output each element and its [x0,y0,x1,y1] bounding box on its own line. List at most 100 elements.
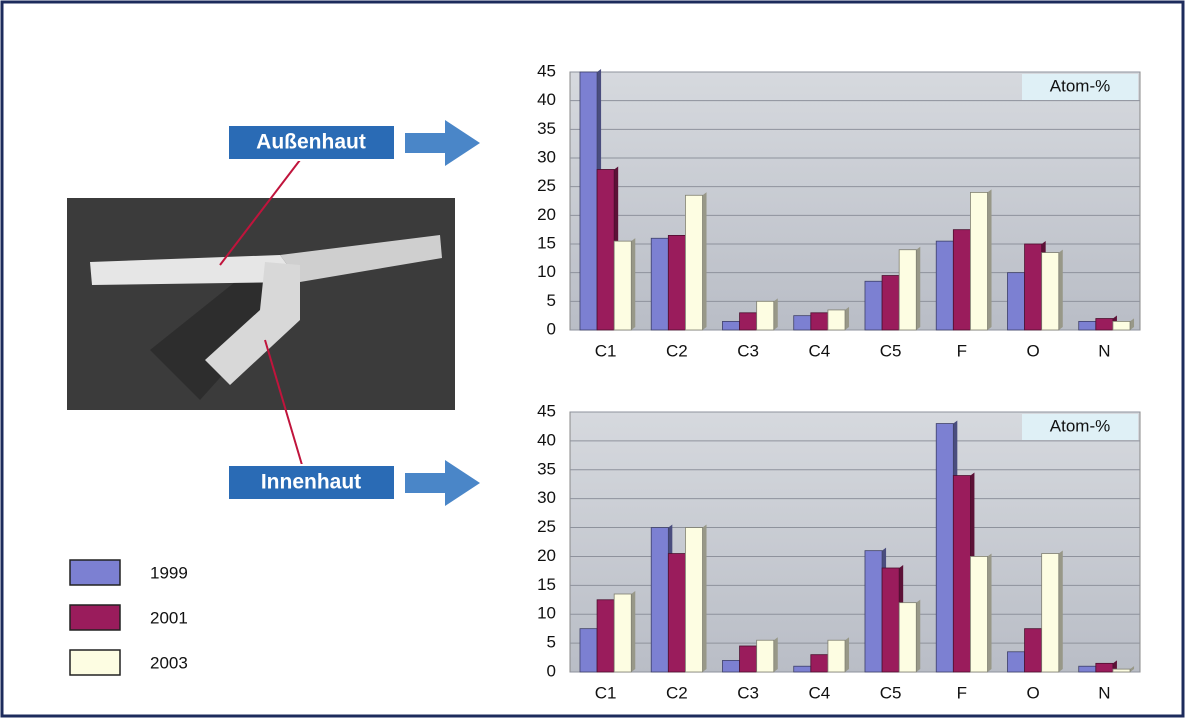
bar: 2003 [898,602,917,673]
bar [1007,272,1025,331]
bar [1024,243,1043,331]
legend-swatch [69,604,121,631]
bar [579,71,598,331]
x-tick-label: C1 [595,683,617,702]
bar-side [845,306,850,330]
label-box [227,124,396,161]
bar [810,312,829,331]
y-tick-label: 15 [537,575,556,594]
x-tick-label: F [957,341,967,360]
y-tick-label: 0 [547,661,556,680]
y-tick-label: 25 [537,517,556,536]
x-tick-label: N [1098,341,1110,360]
pointer-line [264,339,303,466]
y-tick-label: 30 [537,147,556,166]
bar-side [987,553,992,672]
bar: 2001 [1024,628,1043,673]
bar [756,300,775,331]
bar-group [827,306,850,331]
bar: 1999 [793,665,812,673]
y-tick-label: 45 [537,61,556,80]
bar [1095,318,1114,331]
arrow [405,460,480,506]
y-tick-label: 5 [547,291,556,310]
y-tick-label: 10 [537,262,556,281]
bar-side [1058,249,1063,330]
y-tick-label: 40 [537,90,556,109]
bar-side [1058,550,1063,672]
legend-swatch [69,559,121,586]
bar: 2001 [667,553,686,673]
y-tick-label: 5 [547,633,556,652]
legend-label: 2003 [150,653,188,672]
unit-box [1022,414,1138,440]
bar [898,249,917,331]
y-axis-label: Atom-% [1050,76,1110,95]
bar-group [685,192,707,331]
bar-group: 2003 [827,637,850,673]
bar: 2003 [827,639,846,673]
bar-group [970,189,992,331]
arrow [405,120,480,166]
bar [793,315,812,331]
bar: 2003 [756,639,775,673]
x-tick-label: O [1027,683,1040,702]
x-tick-label: N [1098,683,1110,702]
x-tick-label: C4 [809,683,831,702]
bar-side [1130,666,1135,672]
y-tick-label: 35 [537,459,556,478]
x-tick-label: F [957,683,967,702]
legend-label: 2001 [150,608,188,627]
bar: 2003 [1041,553,1060,673]
label-text: Außenhaut [256,131,366,154]
x-tick-label: C3 [737,683,759,702]
bar: 2001 [810,654,829,673]
bar [739,312,758,331]
bar-side [845,637,850,672]
bar: 1999 [650,527,669,673]
bar-side [773,298,778,330]
x-tick-label: C3 [737,341,759,360]
bar [667,234,686,331]
bar-group [756,298,778,331]
bar: 2003 [613,593,632,673]
bar: 1999 [579,628,598,673]
legend-swatch [69,649,121,676]
y-tick-label: 40 [537,430,556,449]
bar-group [898,246,921,331]
bar: 2001 [881,567,900,673]
bar-group: 2003 [898,599,921,673]
y-tick-label: 20 [537,546,556,565]
y-tick-label: 0 [547,319,556,338]
bar: 2003 [685,527,703,673]
bar: 2003 [970,556,988,673]
bar-side [1130,318,1135,330]
bar [650,237,669,331]
legend-label: 1999 [150,563,188,582]
bar [1112,320,1131,331]
bar-group: 2003 [685,524,707,673]
bar-side [702,192,707,330]
bar-group [1112,318,1135,331]
bar [827,309,846,331]
bar: 1999 [864,550,883,673]
photo [67,198,455,410]
bar [970,191,988,331]
bar: 2001 [952,475,971,673]
bar: 1999 [722,660,740,673]
y-tick-label: 25 [537,176,556,195]
bar-group: 2003 [613,591,636,673]
bar-group [1041,249,1063,331]
bar: 1999 [935,423,954,673]
bar: 2001 [739,645,758,673]
bar [1078,320,1097,331]
x-tick-label: O [1027,341,1040,360]
bar: 1999 [1078,665,1097,673]
x-tick-label: C5 [880,683,902,702]
bar [685,194,703,331]
bar-side [916,246,921,330]
bar-side [631,238,636,330]
y-tick-label: 15 [537,233,556,252]
